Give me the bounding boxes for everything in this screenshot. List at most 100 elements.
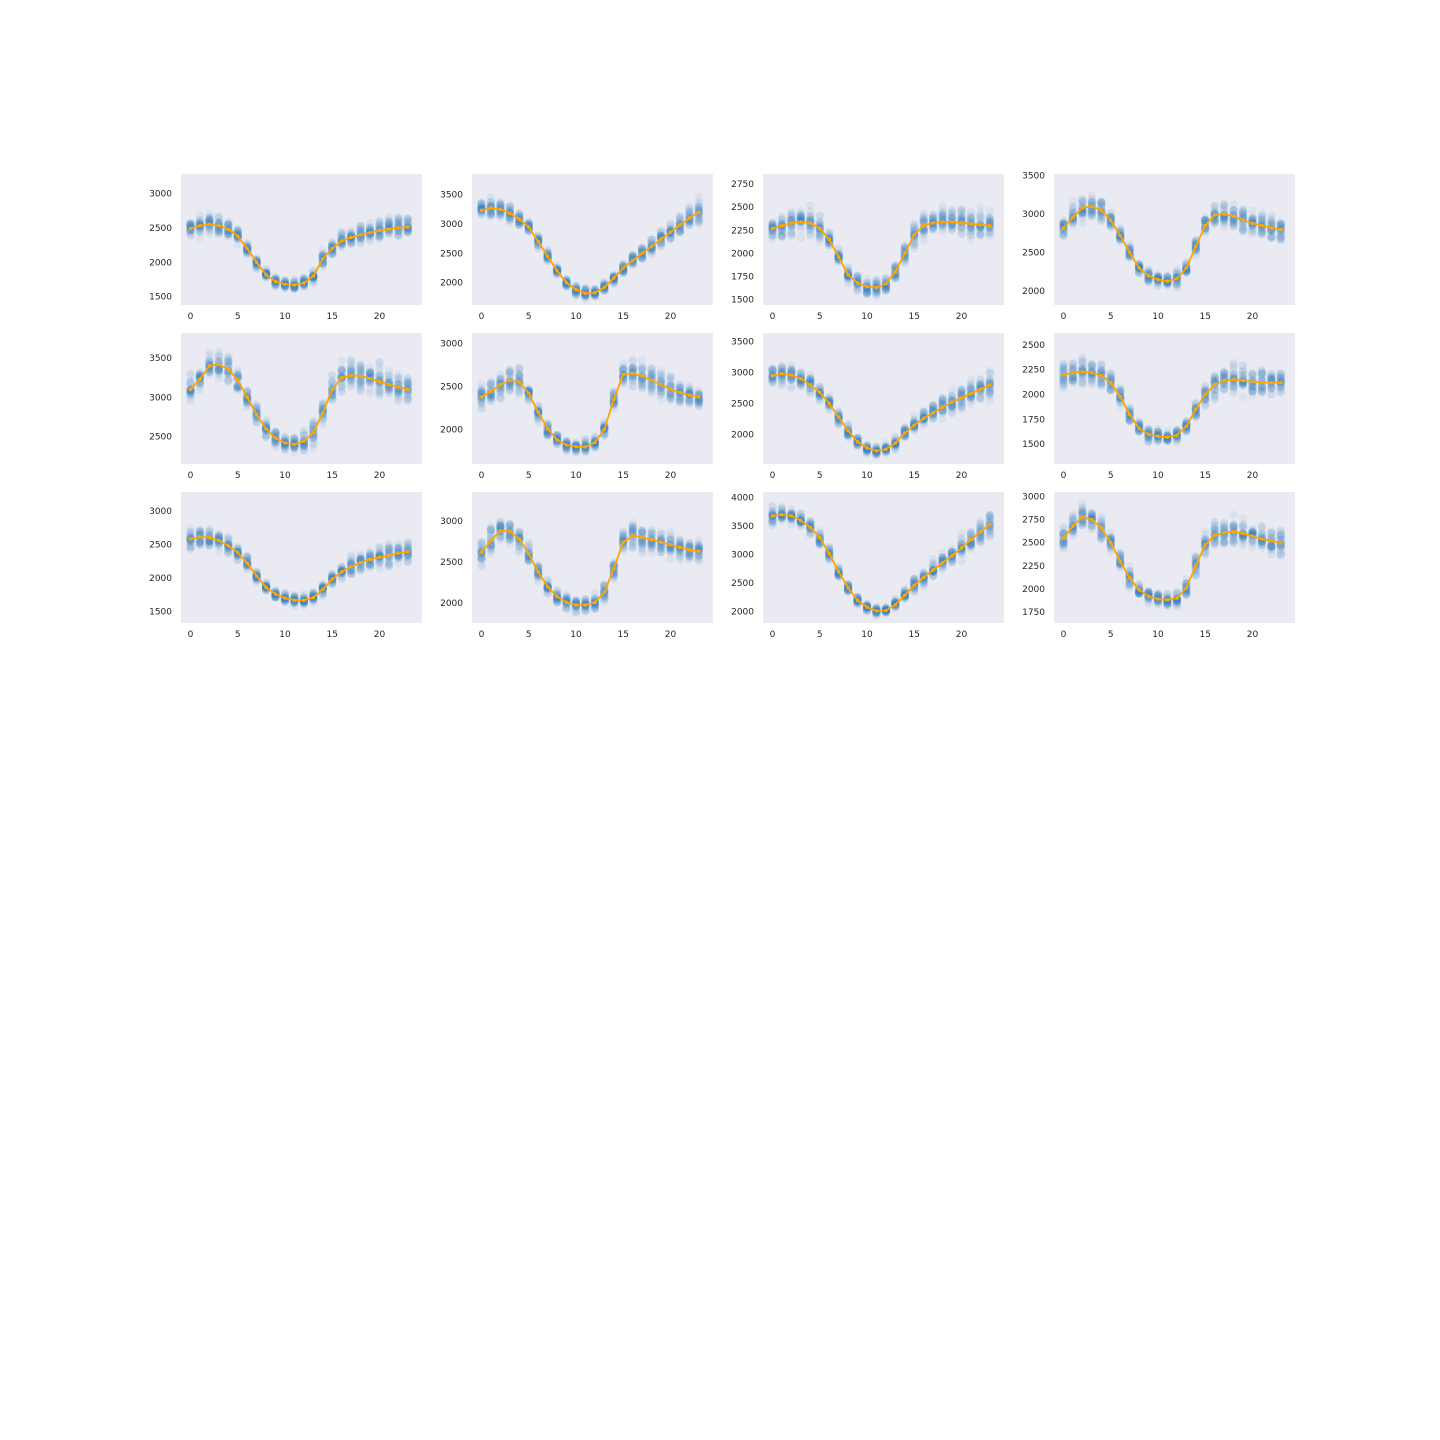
- scatter-point: [1087, 196, 1097, 205]
- trend-point: [940, 405, 945, 410]
- scatter-point: [375, 385, 384, 395]
- scatter-point: [872, 275, 881, 285]
- scatter-point: [365, 378, 375, 387]
- scatter-point: [1276, 219, 1286, 228]
- scatter-point: [853, 285, 862, 295]
- scatter-point: [675, 399, 685, 408]
- scatter-point: [477, 210, 486, 219]
- trend-point: [1231, 214, 1236, 219]
- scatter-point: [403, 380, 412, 389]
- scatter-point: [919, 217, 928, 226]
- trend-point: [1175, 277, 1179, 281]
- scatter-point: [337, 367, 346, 376]
- scatter-point: [394, 217, 403, 226]
- scatter-point: [1134, 260, 1144, 269]
- scatter-point: [1267, 217, 1276, 226]
- scatter-point: [346, 365, 356, 374]
- scatter-point: [1087, 198, 1097, 207]
- y-tick-label: 2000: [440, 426, 463, 436]
- scatter-point: [609, 276, 618, 286]
- scatter-point: [1172, 280, 1182, 289]
- scatter-point: [261, 426, 271, 435]
- scatter-point: [976, 394, 985, 403]
- scatter-point: [966, 214, 976, 223]
- scatter-point: [1201, 215, 1210, 224]
- scatter-point: [1172, 280, 1182, 289]
- scatter-point: [365, 363, 375, 372]
- x-tick-label: 0: [1061, 312, 1067, 322]
- scatter-point: [280, 442, 290, 452]
- scatter-point: [290, 433, 299, 442]
- trend-point: [1071, 215, 1075, 219]
- scatter-point: [656, 228, 666, 238]
- scatter-point: [609, 276, 618, 285]
- scatter-point: [900, 245, 909, 254]
- scatter-point: [214, 367, 223, 376]
- scatter-point: [328, 239, 337, 248]
- trend-point: [536, 239, 540, 244]
- scatter-point: [1106, 219, 1115, 228]
- scatter-point: [552, 440, 562, 449]
- scatter-point: [524, 225, 533, 235]
- scatter-point: [1276, 232, 1286, 242]
- scatter-point: [609, 279, 618, 288]
- scatter-point: [1097, 208, 1106, 217]
- scatter-point: [394, 231, 403, 240]
- scatter-point: [1172, 279, 1182, 289]
- scatter-point: [337, 381, 346, 390]
- scatter-point: [365, 369, 375, 378]
- scatter-point: [195, 226, 205, 236]
- scatter-point: [647, 243, 656, 253]
- scatter-point: [477, 387, 486, 396]
- trend-point: [1108, 218, 1113, 222]
- trend-point: [1061, 226, 1066, 230]
- scatter-point: [261, 430, 271, 439]
- scatter-point: [881, 285, 891, 295]
- scatter-point: [309, 279, 318, 288]
- trend-point: [1269, 226, 1274, 230]
- scatter-point: [815, 227, 824, 236]
- scatter-point: [928, 223, 938, 232]
- scatter-point: [505, 372, 514, 381]
- scatter-point: [524, 386, 533, 395]
- scatter-point: [985, 375, 994, 384]
- scatter-point: [768, 230, 777, 239]
- scatter-point: [1059, 231, 1068, 240]
- scatter-point: [195, 377, 205, 387]
- scatter-point: [600, 285, 609, 294]
- scatter-point: [1257, 211, 1267, 221]
- scatter-point: [195, 211, 205, 220]
- scatter-point: [280, 442, 290, 451]
- scatter-point: [656, 228, 666, 238]
- scatter-point: [947, 385, 957, 394]
- scatter-point: [356, 222, 365, 231]
- scatter-point: [195, 372, 205, 381]
- scatter-point: [543, 248, 552, 258]
- scatter-point: [271, 282, 280, 292]
- scatter-point: [637, 380, 647, 389]
- scatter-point: [394, 379, 403, 388]
- scatter-point: [477, 210, 486, 219]
- scatter-point: [919, 216, 928, 226]
- scatter-point: [685, 205, 694, 215]
- scatter-point: [299, 428, 309, 438]
- scatter-point: [694, 192, 703, 202]
- scatter-point: [346, 239, 356, 248]
- trend-point: [903, 251, 907, 256]
- scatter-point: [375, 221, 384, 230]
- scatter-point: [186, 219, 195, 229]
- scatter-point: [496, 201, 505, 210]
- scatter-point: [796, 214, 805, 223]
- scatter-point: [768, 218, 777, 227]
- scatter-point: [957, 213, 966, 222]
- scatter-point: [1172, 281, 1182, 290]
- scatter-point: [515, 371, 524, 380]
- scatter-point: [862, 275, 872, 284]
- trend-point: [311, 274, 316, 278]
- scatter-point: [356, 361, 365, 370]
- scatter-point: [647, 386, 656, 395]
- scatter-point: [881, 276, 891, 286]
- trend-point: [396, 226, 401, 230]
- trend-point: [207, 364, 212, 368]
- scatter-point: [224, 357, 233, 366]
